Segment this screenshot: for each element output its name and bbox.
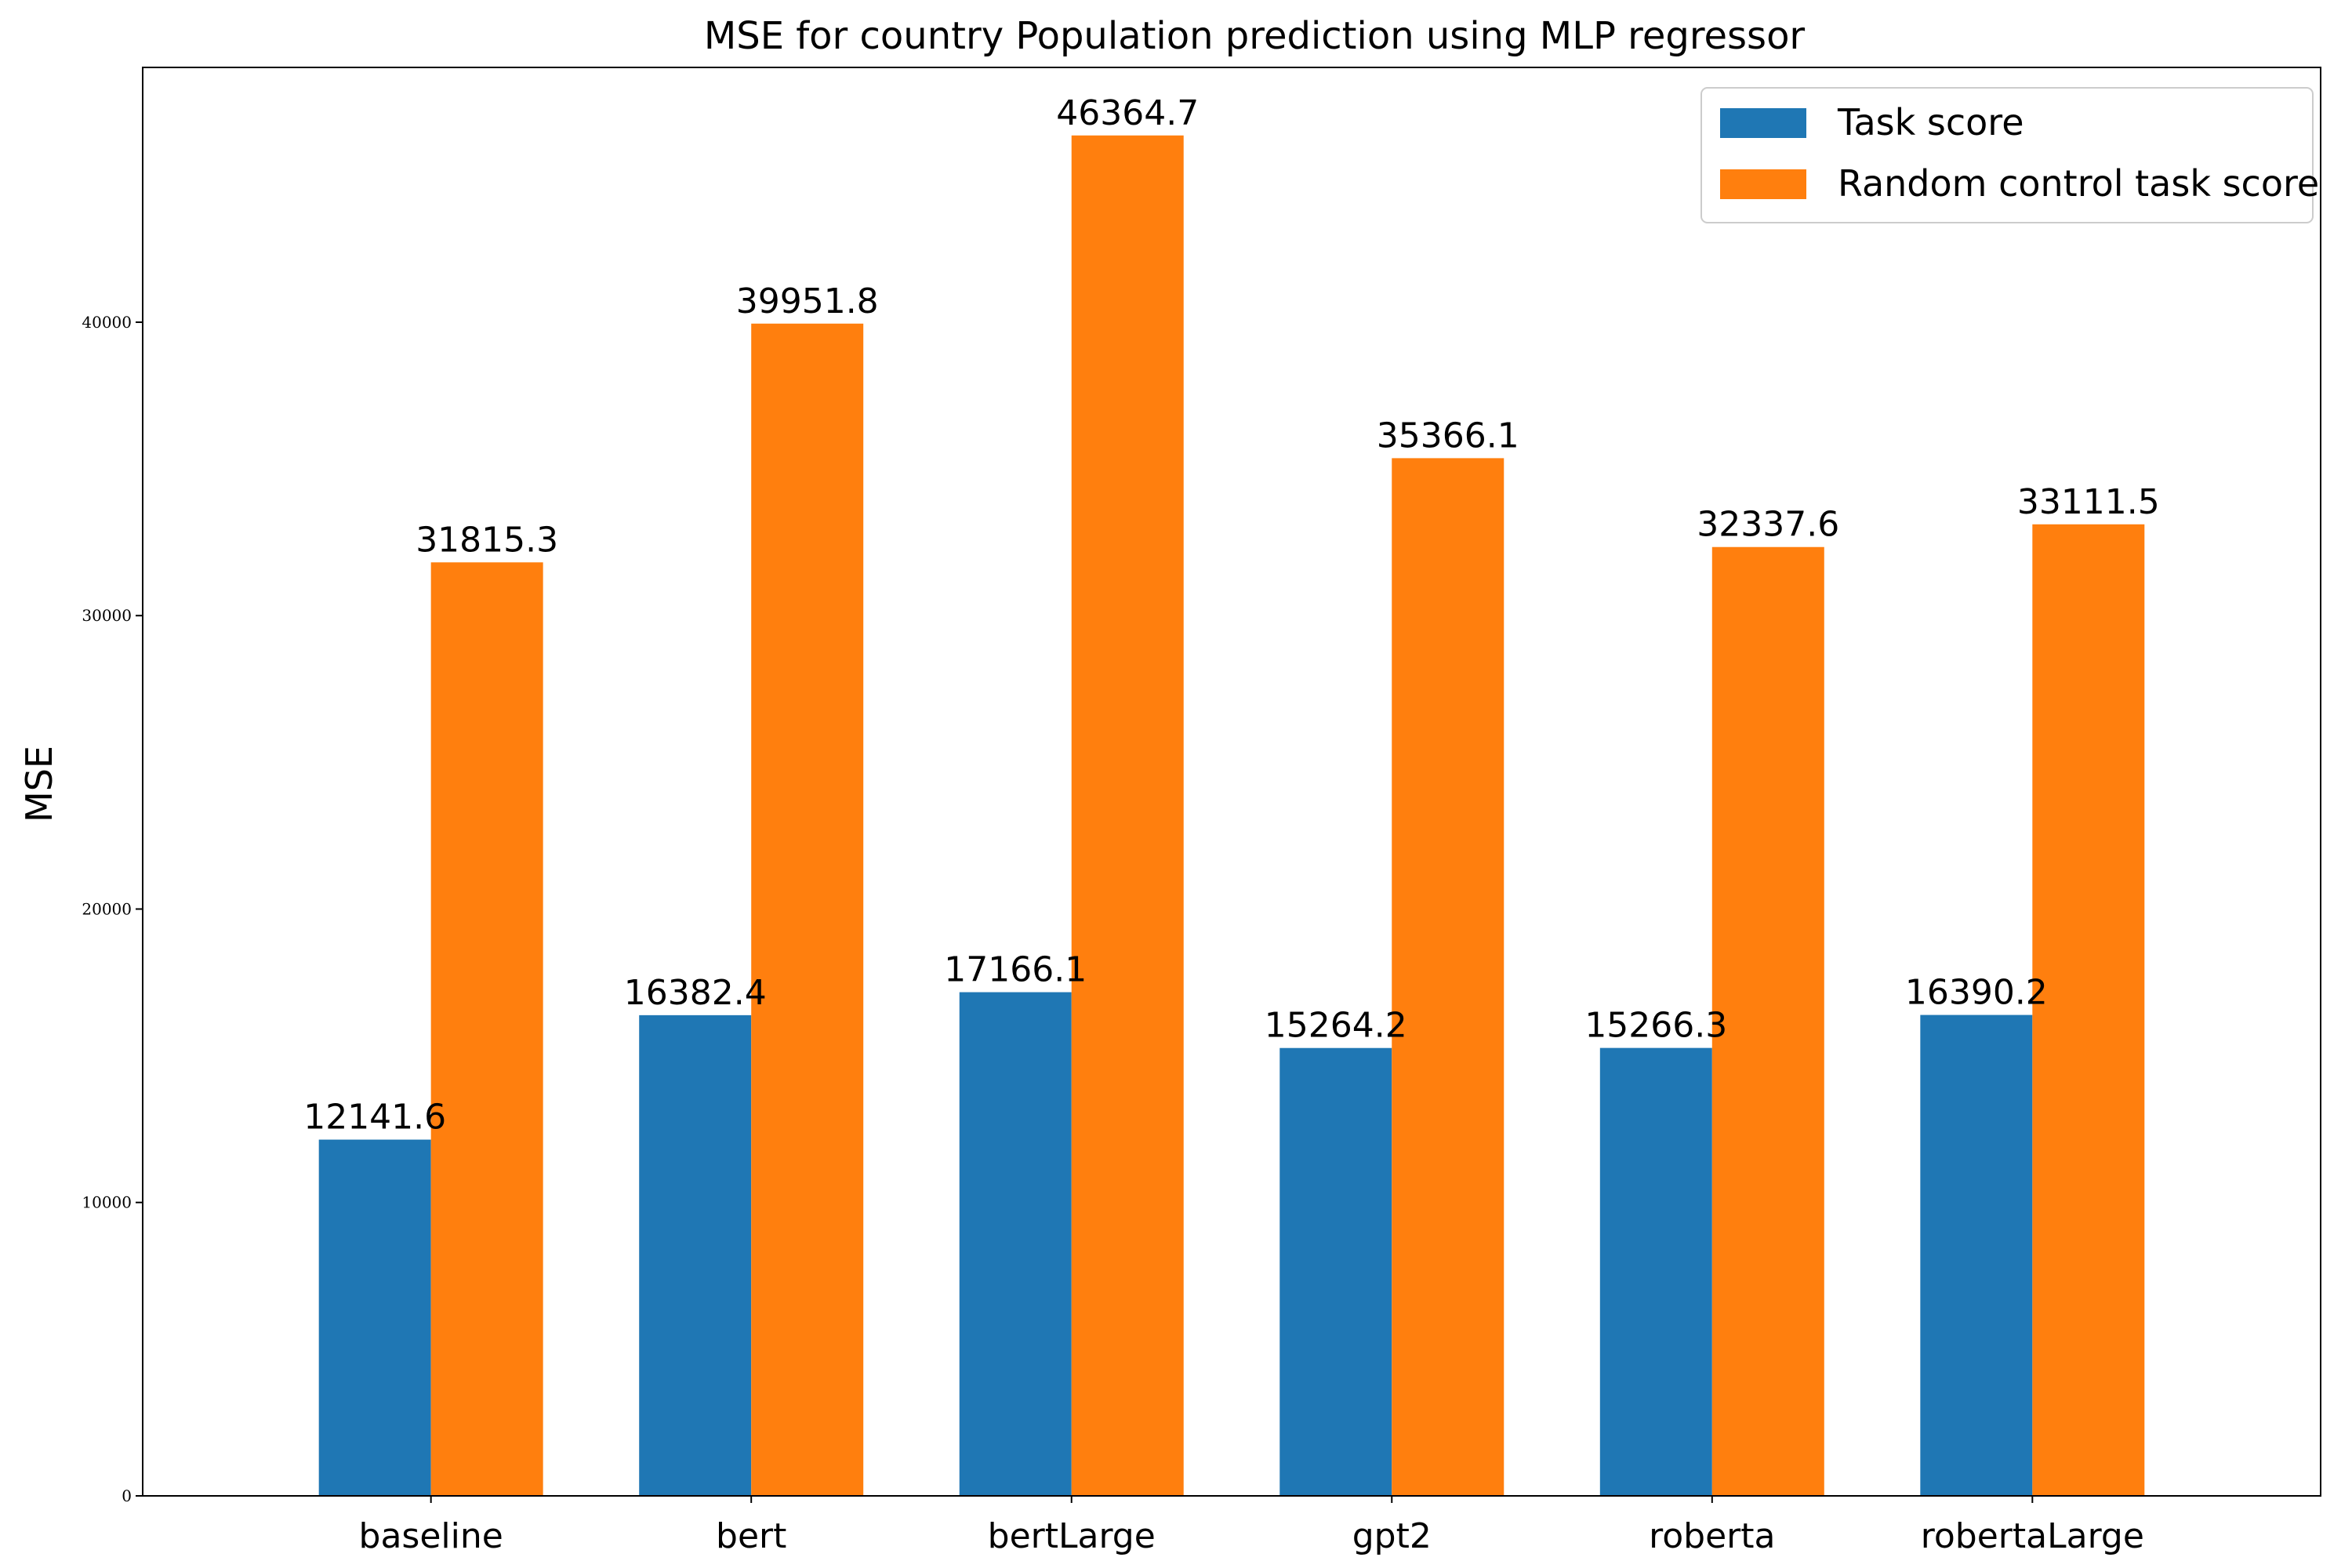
x-tick-label: robertaLarge (1921, 1516, 2144, 1556)
data-label: 15266.3 (1584, 1006, 1727, 1046)
data-label: 16390.2 (1905, 973, 2048, 1013)
bar-random-control-task-score-gpt2 (1392, 458, 1504, 1497)
legend: Task score Random control task score (1700, 87, 2319, 223)
y-tick-label: 10000 (82, 1193, 132, 1212)
x-tick-label: baseline (359, 1516, 503, 1556)
legend-swatch (1720, 169, 1806, 199)
bar-random-control-task-score-roberta (1711, 546, 1824, 1497)
legend-box (1700, 87, 2314, 223)
bar-task-score-roberta (1599, 1047, 1712, 1496)
legend-label: Random control task score (1838, 162, 2319, 205)
x-tick-label: bert (716, 1516, 786, 1556)
legend-swatch (1720, 108, 1806, 138)
x-tick-label: roberta (1649, 1516, 1775, 1556)
data-labels-layer: 12141.6 16382.4 17166.1 15264.2 15266.3 16390… (303, 93, 2160, 1138)
data-label: 12141.6 (303, 1098, 446, 1138)
y-tick-label: 30000 (82, 606, 132, 625)
chart-title: MSE for country Population prediction us… (704, 14, 1806, 58)
data-label: 46364.7 (1056, 93, 1199, 133)
bar-random-control-task-score-robertaLarge (2032, 524, 2145, 1497)
bar-task-score-bert (639, 1014, 752, 1496)
data-label: 32337.6 (1697, 505, 1839, 545)
data-label: 17166.1 (944, 950, 1087, 990)
plot-frame (142, 67, 2321, 1497)
y-axis-label: MSE (18, 746, 60, 822)
data-label: 33111.5 (2017, 482, 2160, 522)
bar-task-score-robertaLarge (1920, 1014, 2033, 1496)
bar-random-control-task-score-baseline (430, 562, 543, 1496)
x-tick-label: gpt2 (1352, 1516, 1432, 1556)
bar-random-control-task-score-bertLarge (1071, 135, 1184, 1497)
y-axis: 0 10000 20000 30000 40000 (82, 313, 143, 1505)
legend-label: Task score (1837, 101, 2024, 143)
bars-layer (318, 135, 2145, 1497)
y-tick-label: 40000 (82, 313, 132, 332)
bar-task-score-gpt2 (1279, 1047, 1392, 1496)
x-tick-label: bertLarge (988, 1516, 1156, 1556)
y-tick-label: 0 (122, 1486, 132, 1505)
data-label: 31815.3 (416, 520, 558, 560)
data-label: 35366.1 (1377, 416, 1519, 456)
x-axis: baseline bert bertLarge gpt2 roberta robertaL… (359, 1496, 2144, 1556)
data-label: 16382.4 (624, 973, 767, 1013)
data-label: 39951.8 (736, 281, 879, 321)
bar-task-score-baseline (318, 1139, 431, 1496)
y-tick-label: 20000 (82, 899, 132, 918)
bar-task-score-bertLarge (959, 992, 1072, 1496)
bar-random-control-task-score-bert (751, 323, 864, 1496)
data-label: 15264.2 (1265, 1006, 1407, 1046)
